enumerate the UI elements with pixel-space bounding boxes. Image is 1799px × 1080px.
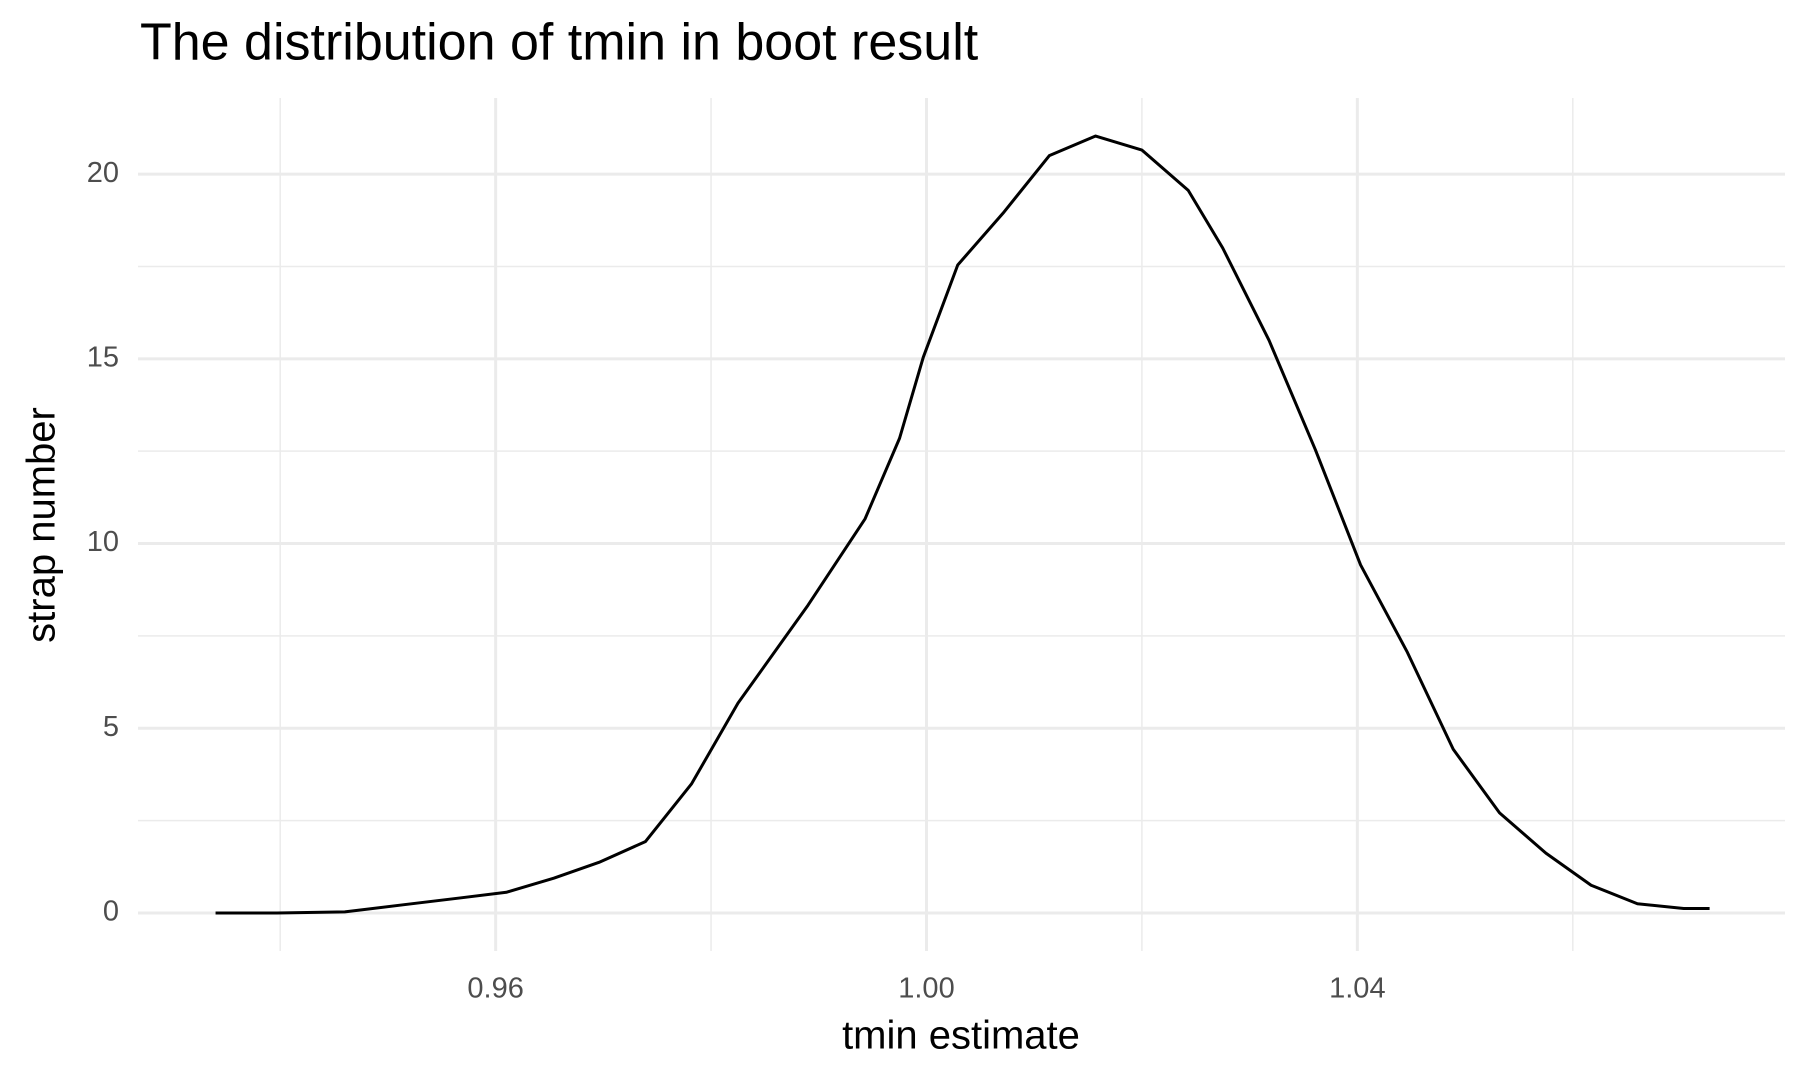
- x-axis-title: tmin estimate: [842, 1014, 1080, 1058]
- y-tick-label: 20: [87, 157, 119, 189]
- x-tick-label: 0.96: [467, 973, 523, 1005]
- x-tick-label: 1.00: [898, 973, 954, 1005]
- density-line: [215, 134, 1710, 915]
- y-tick-label: 5: [103, 711, 119, 743]
- y-axis-title: strap number: [20, 407, 64, 643]
- y-tick-label: 0: [103, 896, 119, 928]
- y-tick-label: 10: [87, 526, 119, 558]
- y-tick-label: 15: [87, 341, 119, 373]
- x-tick-label: 1.04: [1329, 973, 1385, 1005]
- chart-title: The distribution of tmin in boot result: [140, 14, 979, 72]
